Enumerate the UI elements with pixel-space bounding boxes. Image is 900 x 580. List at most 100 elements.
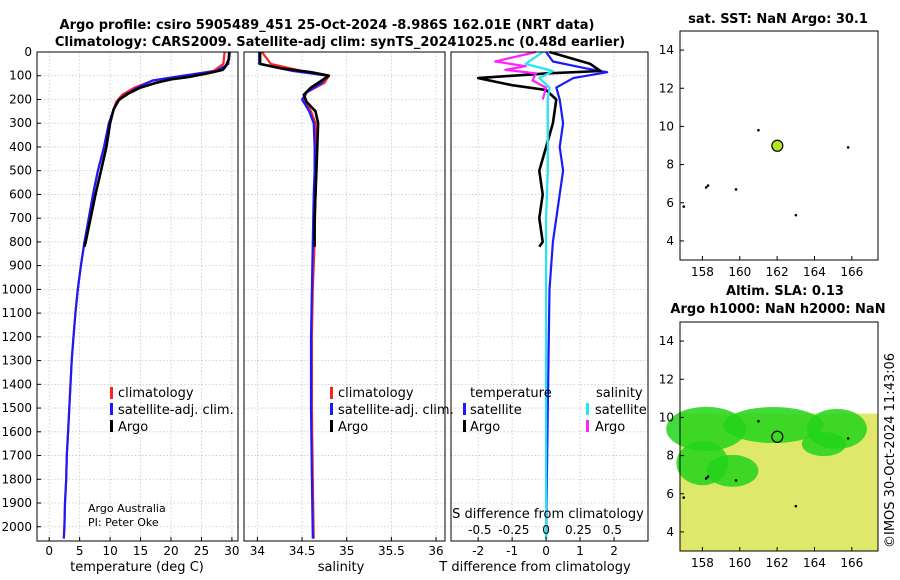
map-y-tick-label: 4 — [666, 234, 674, 248]
island-speck — [757, 419, 760, 423]
island-speck — [706, 184, 710, 187]
sla-high-region — [723, 407, 824, 444]
x-tick-label-salinity-diff: 0.25 — [565, 523, 592, 537]
series-line-t-argo — [476, 50, 602, 248]
credit-line1: Argo Australia — [88, 502, 166, 515]
x-tick-label: 0 — [45, 544, 53, 558]
sla-map-title-line1: Altim. SLA: 0.13 — [726, 284, 844, 299]
map-x-tick-label: 166 — [840, 556, 863, 570]
legend-label-argo: Argo — [118, 420, 148, 435]
difference-plot-frame — [450, 51, 649, 542]
legend-label-climatology: climatology — [118, 386, 194, 401]
x-tick-label: 35 — [339, 544, 354, 558]
island-speck — [734, 188, 738, 191]
legend-title-salinity: salinity — [596, 386, 643, 401]
y-tick-label-depth: 2000 — [1, 520, 32, 534]
difference-xlabel: T difference from climatology — [438, 560, 631, 575]
temperature-legend: climatology satellite-adj. clim. Argo — [110, 386, 234, 435]
x-tick-label-salinity-diff: -0.5 — [468, 523, 491, 537]
map-y-tick-label: 6 — [666, 487, 674, 501]
x-tick-label: 10 — [102, 544, 117, 558]
temperature-profile-panel: 0100200300400500600700800900100011001200… — [1, 45, 239, 575]
series-line-argo — [83, 51, 231, 248]
island-speck — [682, 205, 686, 208]
island-speck — [704, 186, 708, 189]
map-x-tick-label: 166 — [840, 265, 863, 279]
x-tick-label: 15 — [133, 544, 148, 558]
y-tick-label-depth: 1900 — [1, 496, 32, 510]
x-tick-label: 35.5 — [378, 544, 405, 558]
island-speck — [757, 128, 760, 132]
y-tick-label-depth: 100 — [9, 69, 32, 83]
legend-label-climatology: climatology — [338, 386, 414, 401]
credit-line2: PI: Peter Oke — [88, 516, 159, 529]
legend-label-s-satellite: satellite — [595, 403, 647, 418]
y-tick-label-depth: 700 — [9, 211, 32, 225]
difference-legend-temperature: temperature satellite Argo — [463, 386, 552, 435]
legend-title-temperature: temperature — [470, 386, 552, 401]
y-tick-label-depth: 1200 — [1, 330, 32, 344]
map-x-tick-label: 162 — [766, 265, 789, 279]
legend-swatch-satellite — [110, 403, 113, 415]
difference-legend-salinity: salinity satellite Argo — [586, 386, 647, 435]
x-tick-label: 34 — [250, 544, 265, 558]
x-tick-label: 2 — [610, 544, 618, 558]
temperature-plot-frame — [36, 51, 239, 542]
series-line-s-argo — [494, 50, 548, 100]
legend-label-argo: Argo — [338, 420, 368, 435]
island-speck — [794, 504, 798, 508]
island-speck — [794, 213, 798, 217]
map-y-tick-label: 8 — [666, 449, 674, 463]
island-speck — [706, 475, 710, 478]
map-x-tick-label: 162 — [766, 556, 789, 570]
x-tick-label: 30 — [224, 544, 239, 558]
x-tick-label: 20 — [163, 544, 178, 558]
argo-position-marker — [771, 139, 784, 152]
x-tick-label: -2 — [472, 544, 484, 558]
temperature-xlabel: temperature (deg C) — [70, 560, 204, 575]
map-y-tick-label: 12 — [659, 81, 674, 95]
y-tick-label-depth: 200 — [9, 92, 32, 106]
x-tick-label: 0 — [542, 544, 550, 558]
figure-title-line2: Climatology: CARS2009. Satellite-adj cli… — [55, 35, 625, 50]
x-tick-label-salinity-diff: 0 — [542, 523, 550, 537]
sla-map-frame — [679, 321, 879, 552]
legend-swatch-climatology — [110, 387, 113, 399]
x-tick-label: 5 — [76, 544, 84, 558]
map-y-tick-label: 14 — [659, 334, 674, 348]
y-tick-label-depth: 800 — [9, 235, 32, 249]
series-line-satellite-adj-clim- — [62, 51, 230, 539]
y-tick-label-depth: 1300 — [1, 354, 32, 368]
legend-swatch-argo — [110, 420, 113, 432]
legend-swatch-climatology — [330, 387, 333, 399]
x-tick-label-salinity-diff: -0.25 — [498, 523, 529, 537]
sst-map-title: sat. SST: NaN Argo: 30.1 — [688, 12, 868, 27]
difference-xlabel-top: S difference from climatology — [452, 507, 644, 522]
legend-label-t-argo: Argo — [470, 420, 500, 435]
x-tick-label: 34.5 — [289, 544, 316, 558]
map-x-tick-label: 160 — [728, 556, 751, 570]
x-tick-label: 36 — [428, 544, 443, 558]
sst-map-panel: sat. SST: NaN Argo: 30.1 158 160 162 164 166… — [659, 12, 879, 279]
y-tick-label-depth: 400 — [9, 140, 32, 154]
legend-swatch-t-argo — [463, 420, 466, 432]
y-tick-label-depth: 1500 — [1, 401, 32, 415]
y-tick-label-depth: 600 — [9, 187, 32, 201]
legend-swatch-t-satellite — [463, 403, 466, 415]
argo-position-marker — [771, 430, 784, 443]
x-tick-label: -1 — [506, 544, 518, 558]
x-tick-label: 1 — [576, 544, 584, 558]
island-speck — [734, 479, 738, 482]
salinity-xlabel: salinity — [318, 560, 365, 575]
y-tick-label-depth: 1700 — [1, 449, 32, 463]
legend-label-t-satellite: satellite — [470, 403, 522, 418]
y-tick-label-depth: 0 — [24, 45, 32, 59]
island-speck — [846, 146, 850, 149]
series-line-s-satellite — [524, 51, 555, 539]
x-tick-label-salinity-diff: 0.5 — [603, 523, 622, 537]
legend-swatch-s-satellite — [586, 403, 589, 415]
map-y-tick-label: 6 — [666, 196, 674, 210]
island-speck — [682, 496, 686, 499]
map-y-tick-label: 10 — [659, 410, 674, 424]
